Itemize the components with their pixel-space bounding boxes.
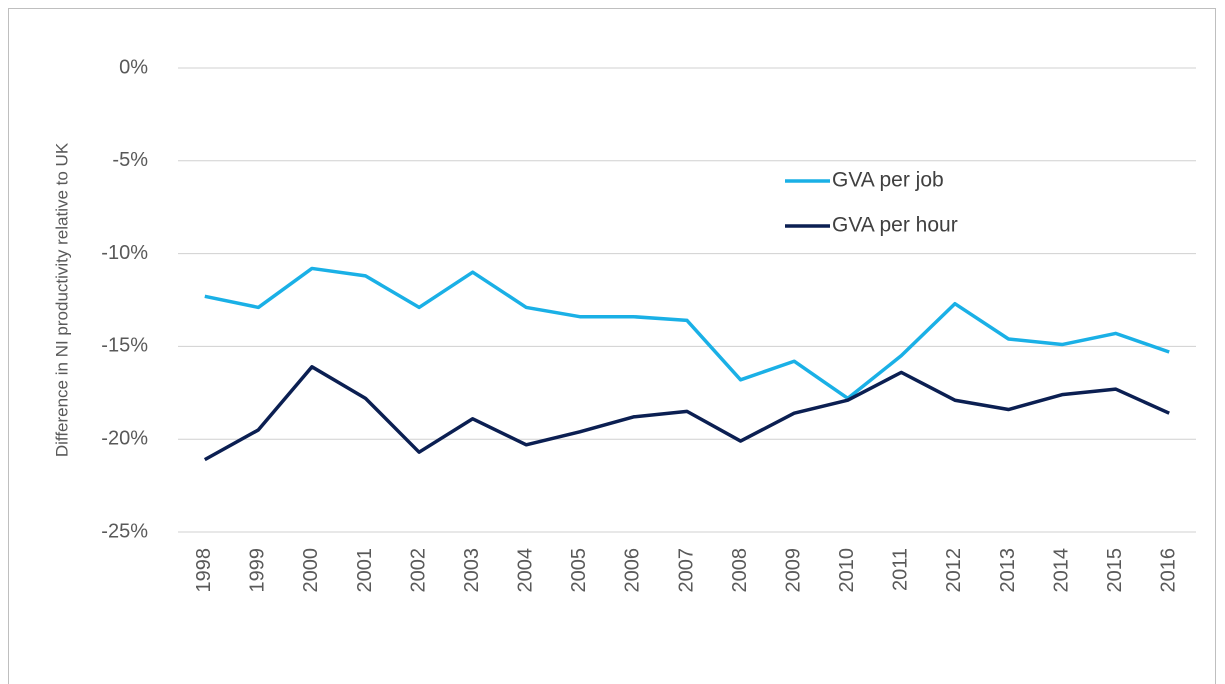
- series-line: [204, 266, 1170, 401]
- x-tick-label: 2014: [1050, 548, 1072, 593]
- x-tick-label: 2009: [782, 548, 804, 593]
- x-tick-label: 2008: [729, 548, 751, 593]
- y-tick-label: -25%: [101, 520, 148, 542]
- y-tick-label: -20%: [101, 427, 148, 449]
- y-tick-label: -15%: [101, 335, 148, 357]
- x-tick-label: 1998: [193, 548, 215, 593]
- legend-label: GVA per hour: [832, 214, 958, 237]
- x-tick-label: 2016: [1157, 548, 1179, 593]
- x-tick-label: 2001: [354, 548, 376, 593]
- x-tick-label: 2011: [890, 548, 912, 591]
- y-axis-label: Difference in NI productivity relative t…: [52, 142, 71, 457]
- x-tick-label: 1999: [247, 548, 269, 593]
- x-tick-label: 2007: [675, 548, 697, 593]
- x-tick-label: 2005: [568, 548, 590, 593]
- x-tick-label: 2003: [461, 548, 483, 593]
- y-tick-label: -10%: [101, 242, 148, 264]
- y-tick-label: -5%: [112, 149, 148, 171]
- x-tick-label: 2000: [300, 548, 322, 593]
- x-tick-label: 2015: [1104, 548, 1126, 593]
- x-tick-label: 2012: [943, 548, 965, 593]
- x-tick-label: 2006: [622, 548, 644, 593]
- series-line: [203, 365, 1170, 462]
- legend-label: GVA per job: [832, 169, 944, 192]
- x-tick-label: 2002: [407, 548, 429, 593]
- x-tick-label: 2004: [515, 548, 537, 593]
- x-tick-label: 2010: [836, 548, 858, 593]
- y-tick-label: 0%: [119, 56, 148, 78]
- x-tick-label: 2013: [997, 548, 1019, 593]
